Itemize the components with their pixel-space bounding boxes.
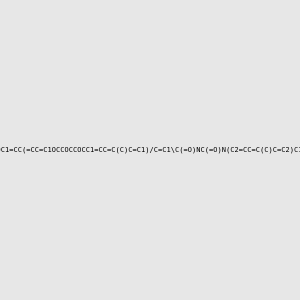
Text: CCOC1=CC(=CC=C1OCCOCCOCC1=CC=C(C)C=C1)/C=C1\C(=O)NC(=O)N(C2=CC=C(C)C=C2)C1=O: CCOC1=CC(=CC=C1OCCOCCOCC1=CC=C(C)C=C1)/C… bbox=[0, 147, 300, 153]
